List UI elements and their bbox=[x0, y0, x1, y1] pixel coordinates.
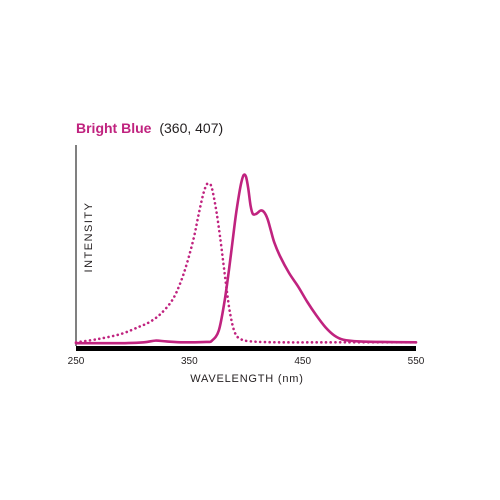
excitation-dotted-line bbox=[74, 182, 418, 344]
x-axis-label: WAVELENGTH (nm) bbox=[190, 373, 303, 385]
emission-solid-line bbox=[74, 173, 418, 345]
chart-title-line: Bright Blue (360, 407) bbox=[76, 120, 223, 136]
x-tick-label-450: 450 bbox=[294, 356, 311, 367]
y-axis-label: INTENSITY bbox=[83, 202, 95, 273]
x-tick-label-250: 250 bbox=[68, 356, 85, 367]
series-layer bbox=[74, 173, 418, 345]
x-axis-bar bbox=[76, 346, 416, 351]
x-tick-label-550: 550 bbox=[408, 356, 425, 367]
chart-subtitle: (360, 407) bbox=[159, 120, 223, 136]
x-tick-labels: 250 350 450 550 bbox=[68, 356, 425, 367]
chart-title: Bright Blue bbox=[76, 120, 152, 136]
x-tick-label-350: 350 bbox=[181, 356, 198, 367]
